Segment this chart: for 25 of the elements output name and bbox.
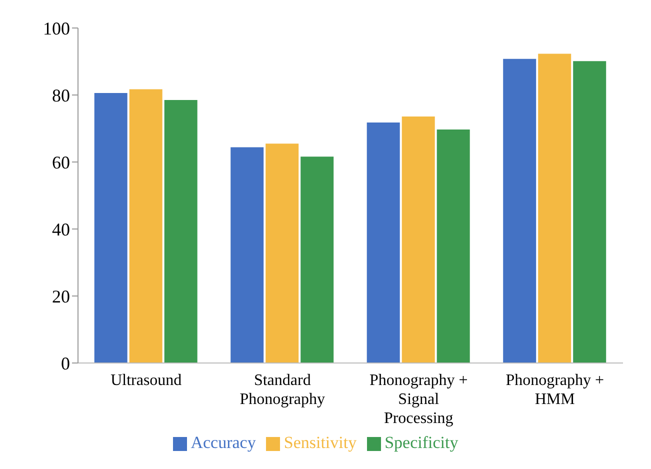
- legend-label: Sensitivity: [284, 433, 357, 452]
- bar: [436, 130, 470, 363]
- bar: [366, 122, 400, 363]
- bar: [94, 92, 128, 363]
- bar: [164, 100, 198, 363]
- y-tick-label: 100: [43, 18, 70, 38]
- bar: [573, 61, 606, 363]
- x-tick-label: Phonography + HMM: [506, 372, 604, 408]
- bar: [129, 89, 162, 363]
- bar: [503, 58, 536, 363]
- legend-label: Accuracy: [190, 433, 256, 452]
- y-tick-label: 80: [52, 85, 70, 106]
- y-tick-label: 40: [52, 219, 70, 240]
- y-tick-label: 20: [52, 286, 70, 306]
- y-tick-label: 60: [52, 152, 70, 172]
- x-tick-label: Phonography + Signal Processing: [369, 372, 468, 427]
- x-tick-label: Ultrasound: [110, 372, 182, 389]
- bar: [402, 116, 435, 363]
- y-tick-label: 0: [61, 353, 70, 374]
- bar: [230, 147, 264, 363]
- bar: [266, 144, 299, 363]
- legend-label: Specificity: [384, 433, 458, 452]
- x-tick-label: Standard Phonography: [240, 372, 326, 408]
- bar: [300, 156, 334, 363]
- bar: [538, 54, 572, 363]
